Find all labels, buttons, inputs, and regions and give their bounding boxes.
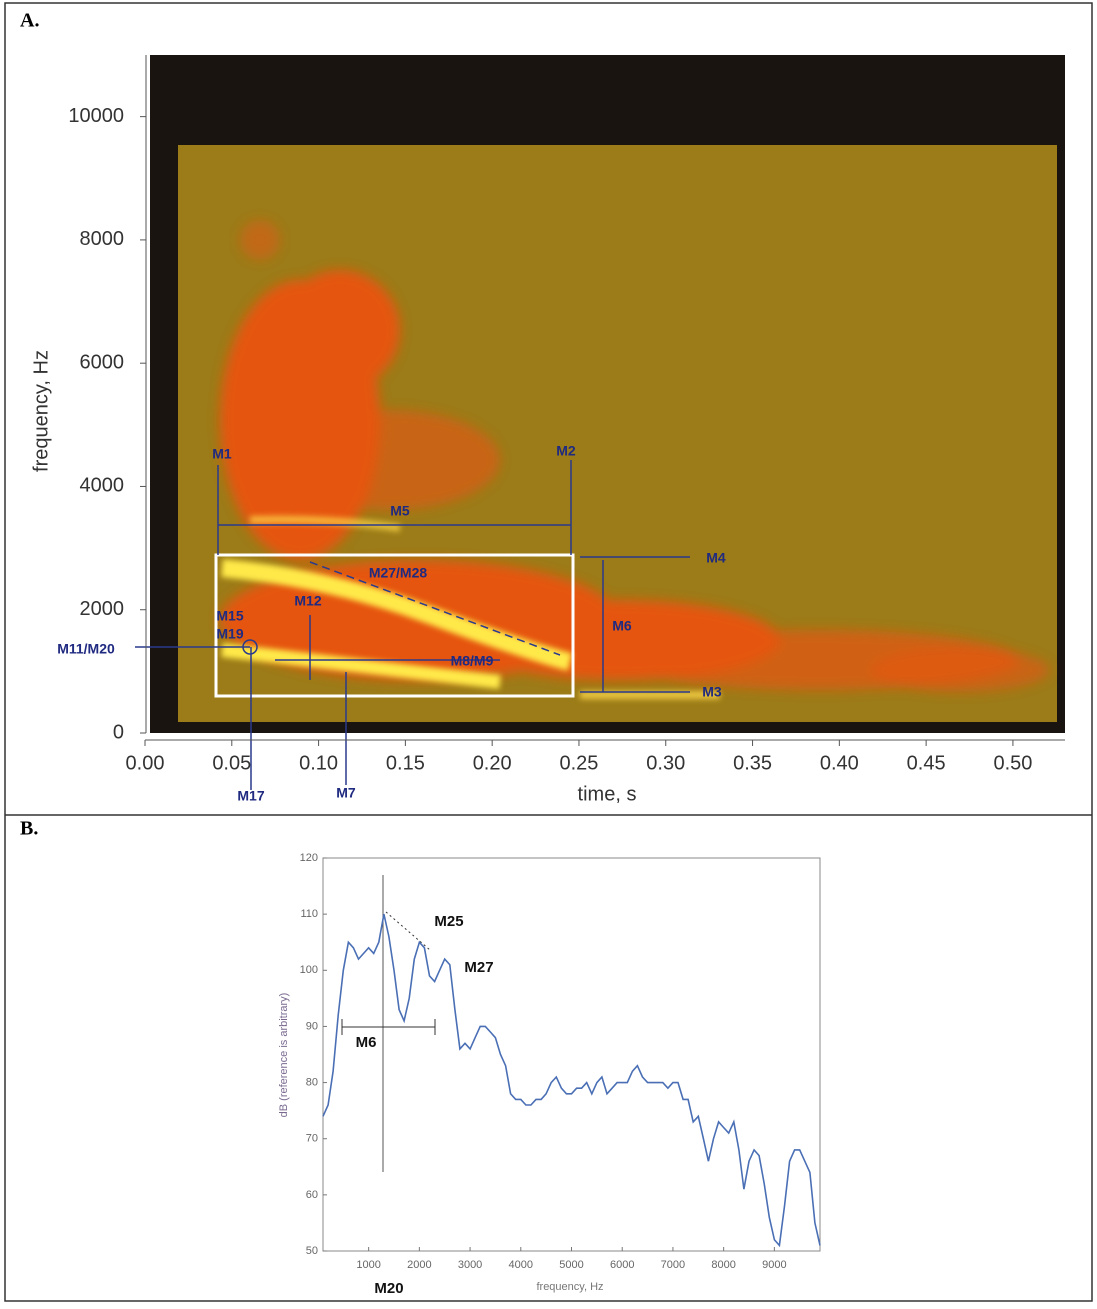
annotation: M6 [356, 1034, 377, 1051]
y-tick-label: 80 [306, 1076, 318, 1088]
y-tick-label: 50 [306, 1245, 318, 1257]
annotation: M5 [390, 503, 410, 519]
y-axis-label: dB (reference is arbitrary) [278, 993, 290, 1118]
x-tick-label: 0.50 [993, 752, 1032, 774]
y-tick-label: 60 [306, 1189, 318, 1201]
annotation: M25 [434, 913, 463, 930]
annotation: M20 [374, 1280, 403, 1297]
x-tick-label: 1000 [356, 1259, 380, 1271]
x-tick-label: 9000 [762, 1259, 786, 1271]
annotation: M6 [612, 618, 632, 634]
measure-lines [135, 460, 690, 790]
x-tick-label: 7000 [661, 1259, 685, 1271]
x-tick-label: 0.05 [212, 752, 251, 774]
x-tick-label: 8000 [711, 1259, 735, 1271]
panel-label: B. [20, 818, 38, 840]
y-tick-label: 8000 [80, 228, 125, 250]
annotation: M11/M20 [57, 641, 115, 657]
annotation: M7 [336, 785, 356, 801]
annotation: M4 [706, 550, 726, 566]
y-tick-label: 90 [306, 1020, 318, 1032]
annotation: M12 [294, 593, 321, 609]
y-axis-label: frequency, Hz [30, 350, 52, 472]
x-tick-label: 3000 [458, 1259, 482, 1271]
y-tick-label: 4000 [80, 475, 125, 497]
y-tick-label: 110 [300, 908, 318, 920]
y-tick-label: 120 [300, 852, 318, 864]
range-arrow [341, 911, 436, 1035]
annotation: M27/M28 [369, 565, 428, 581]
x-tick-label: 4000 [509, 1259, 533, 1271]
y-tick-label: 2000 [80, 598, 125, 620]
annotation: M27 [464, 959, 493, 976]
annotation: M2 [556, 443, 576, 459]
x-tick-label: 0.35 [733, 752, 772, 774]
x-tick-label: 0.30 [646, 752, 685, 774]
annotation: M8/M9 [451, 653, 494, 669]
x-tick-label: 5000 [559, 1259, 583, 1271]
x-tick-label: 0.40 [820, 752, 859, 774]
annotation: M19 [216, 626, 243, 642]
x-axis-label: frequency, Hz [536, 1281, 603, 1293]
y-tick-label: 6000 [80, 351, 125, 373]
annotation: M15 [216, 608, 243, 624]
x-tick-label: 0.20 [473, 752, 512, 774]
annotation: M17 [237, 788, 264, 804]
frame [4, 2, 1093, 1302]
plot-frame [322, 857, 821, 1252]
x-tick-label: 0.10 [299, 752, 338, 774]
y-tick-label: 70 [306, 1133, 318, 1145]
annotation: M3 [702, 684, 722, 700]
spectrum-line [322, 913, 821, 1248]
x-tick-label: 0.45 [907, 752, 946, 774]
x-tick-label: 2000 [407, 1259, 431, 1271]
annotation: M1 [212, 446, 232, 462]
x-tick-label: 0.25 [559, 752, 598, 774]
spectrogram [150, 55, 1065, 733]
y-tick-label: 100 [300, 964, 318, 976]
x-tick-label: 0.00 [126, 752, 165, 774]
x-tick-label: 6000 [610, 1259, 634, 1271]
panel-label: A. [20, 10, 39, 32]
x-tick-label: 0.15 [386, 752, 425, 774]
x-axis-label: time, s [578, 783, 637, 805]
y-tick-label: 0 [113, 721, 124, 743]
y-tick-label: 10000 [68, 105, 124, 127]
